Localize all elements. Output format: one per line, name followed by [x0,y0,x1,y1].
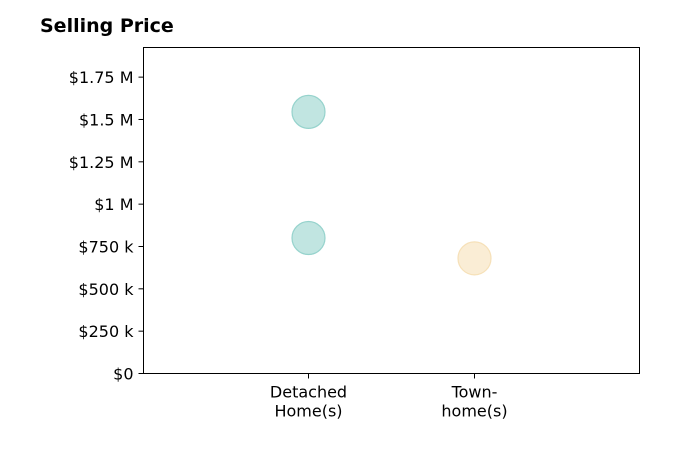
y-tick-label: $500 k [78,280,134,299]
y-axis: $0 $250 k $500 k $750 k $1 M $1.25 M $1.5 M $1.… [69,68,144,384]
data-points [291,94,492,276]
chart-title: Selling Price [40,15,174,37]
y-tick-label: $0 [113,365,133,384]
x-tick-label: Town-home(s) [441,383,507,421]
y-tick-label: $1.25 M [69,153,134,172]
y-tick-label: $250 k [78,322,134,341]
x-tick-label-line: Detached [270,383,347,402]
y-tick-label: $1.75 M [69,68,134,87]
y-tick-label: $1.5 M [79,110,134,129]
y-tick-label: $750 k [78,237,134,256]
data-point [457,241,492,276]
x-tick-label: Detached Home(s) [270,383,347,421]
plot-area-frame [143,47,640,374]
x-tick-label-line: home(s) [441,402,507,421]
data-point [291,94,326,129]
x-tick-label-line: Home(s) [274,402,342,421]
x-tick-label-line: Town- [451,383,498,402]
y-tick-label: $1 M [94,195,133,214]
data-point [291,220,326,256]
x-axis: Detached Home(s) Town-home(s) [270,373,508,421]
